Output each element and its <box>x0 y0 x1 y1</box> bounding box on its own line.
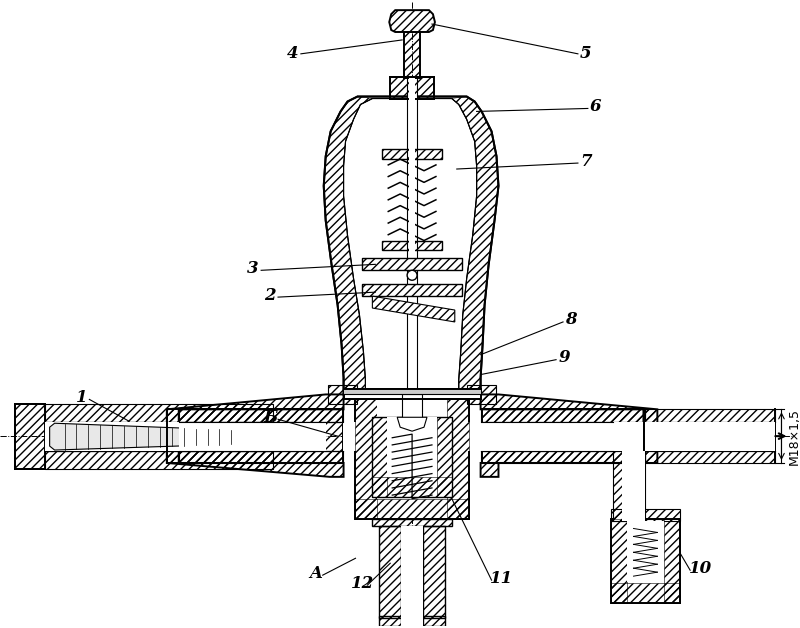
Text: 8: 8 <box>565 311 577 328</box>
Polygon shape <box>390 10 435 32</box>
Text: 6: 6 <box>590 98 602 115</box>
Bar <box>362 258 462 270</box>
Bar <box>382 241 442 251</box>
Bar <box>610 583 680 603</box>
Bar <box>382 149 442 159</box>
Polygon shape <box>324 97 498 394</box>
Bar <box>362 258 462 270</box>
Bar <box>481 422 643 451</box>
Polygon shape <box>372 296 454 322</box>
Bar <box>372 417 452 497</box>
Bar <box>481 451 646 463</box>
Bar <box>401 526 423 625</box>
Bar <box>178 409 342 422</box>
Bar <box>622 451 646 521</box>
Bar <box>372 477 452 497</box>
Bar <box>610 509 680 521</box>
Bar <box>610 519 626 603</box>
Text: M18×1,5: M18×1,5 <box>787 408 800 465</box>
Bar <box>646 422 774 451</box>
Polygon shape <box>397 417 427 431</box>
Bar <box>447 399 469 519</box>
Text: 12: 12 <box>351 575 374 592</box>
Polygon shape <box>50 423 238 450</box>
Bar <box>610 519 680 603</box>
Text: 11: 11 <box>490 570 513 587</box>
Bar <box>372 519 452 526</box>
Bar <box>343 389 481 399</box>
Bar <box>664 519 680 603</box>
Bar <box>45 451 273 469</box>
Polygon shape <box>343 99 477 391</box>
Bar <box>355 399 469 519</box>
Bar <box>372 417 387 497</box>
Bar <box>402 394 422 420</box>
Bar <box>409 78 415 393</box>
Bar <box>45 422 273 451</box>
Text: 3: 3 <box>247 260 259 277</box>
Bar <box>613 451 625 521</box>
Bar <box>45 404 273 422</box>
Bar <box>178 451 342 463</box>
Text: 7: 7 <box>580 153 592 170</box>
Bar <box>407 77 417 394</box>
Bar <box>387 417 437 477</box>
Bar <box>355 399 378 519</box>
Bar <box>613 451 646 521</box>
Text: 4: 4 <box>287 45 298 62</box>
Bar <box>45 422 273 451</box>
Text: 1: 1 <box>76 389 87 406</box>
Bar <box>342 422 482 451</box>
Circle shape <box>407 270 417 280</box>
Bar <box>481 409 646 422</box>
Bar <box>626 521 664 582</box>
Bar <box>328 384 358 404</box>
Bar <box>362 284 462 296</box>
Bar <box>466 384 497 404</box>
Bar <box>378 399 447 499</box>
Bar <box>379 526 401 625</box>
Bar <box>355 499 469 519</box>
Bar <box>178 422 326 451</box>
Text: Б: Б <box>263 409 278 426</box>
Bar <box>646 409 774 422</box>
Bar <box>362 284 462 296</box>
Text: A: A <box>310 565 322 582</box>
Text: 2: 2 <box>264 286 276 303</box>
Bar <box>437 417 452 497</box>
Text: 9: 9 <box>558 349 570 366</box>
Bar <box>646 451 774 463</box>
Text: 5: 5 <box>580 45 592 62</box>
Text: 10: 10 <box>689 560 712 577</box>
Bar <box>423 526 445 625</box>
Bar <box>404 32 420 78</box>
Bar <box>343 389 481 394</box>
Bar <box>390 77 434 99</box>
